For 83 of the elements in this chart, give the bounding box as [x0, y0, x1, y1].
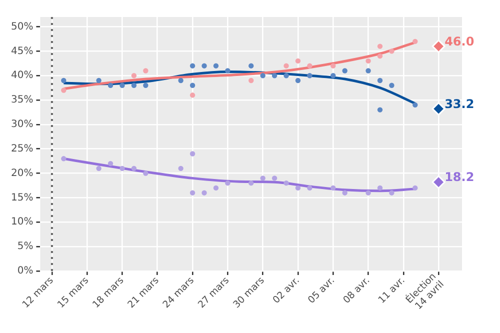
data-label: 46.0: [444, 34, 474, 48]
point: [61, 88, 66, 93]
point: [248, 63, 254, 68]
data-label: 33.2: [444, 96, 474, 111]
y-tick-label: 40%: [10, 70, 34, 82]
y-tick-label: 30%: [10, 119, 34, 130]
point: [96, 166, 102, 172]
point: [295, 78, 301, 84]
point: [366, 190, 371, 196]
point: [284, 63, 289, 68]
y-tick-label: 5%: [17, 241, 34, 252]
y-tick-label: 35%: [10, 94, 34, 106]
point: [108, 160, 114, 166]
point: [330, 73, 336, 78]
point: [190, 63, 196, 68]
point: [389, 82, 394, 88]
point: [432, 175, 446, 189]
point: [202, 63, 207, 68]
point: [412, 102, 418, 108]
y-tick-label: 50%: [10, 21, 34, 32]
point: [120, 166, 125, 172]
point: [377, 44, 383, 49]
point: [307, 63, 312, 68]
x-tick-label: 05 avr.: [306, 275, 337, 306]
point: [131, 166, 137, 172]
point: [131, 82, 137, 88]
point: [432, 102, 446, 116]
y-tick-label: 25%: [10, 143, 34, 154]
point: [143, 170, 148, 176]
x-tick-label: 02 avr.: [271, 275, 302, 306]
point: [366, 58, 371, 64]
point: [96, 78, 102, 84]
point: [377, 78, 383, 84]
point: [213, 63, 219, 68]
point: [284, 73, 289, 78]
point: [307, 185, 312, 191]
point: [260, 176, 266, 181]
point: [330, 185, 336, 191]
point: [377, 185, 383, 191]
point: [190, 82, 196, 88]
point: [295, 58, 301, 64]
point: [143, 82, 148, 88]
point: [295, 185, 301, 191]
x-tick-label: 08 avr.: [341, 275, 372, 306]
point: [108, 82, 114, 88]
point: [307, 73, 312, 78]
point: [342, 190, 348, 196]
point: [190, 190, 196, 196]
point: [389, 48, 394, 54]
point: [260, 73, 266, 78]
point: [272, 73, 278, 78]
point: [248, 180, 254, 186]
point: [61, 156, 66, 162]
point: [61, 78, 66, 84]
point: [330, 63, 336, 68]
y-tick-label: 20%: [10, 168, 34, 179]
y-tick-label: 10%: [10, 216, 34, 228]
point: [120, 82, 125, 88]
point: [143, 68, 148, 74]
y-tick-label: 15%: [10, 192, 34, 204]
point: [225, 68, 230, 74]
point: [342, 68, 348, 74]
point: [178, 78, 184, 84]
point: [389, 190, 394, 196]
point: [412, 185, 418, 191]
point: [284, 180, 289, 186]
point: [272, 176, 278, 181]
point: [377, 107, 383, 112]
y-tick-label: 0%: [17, 266, 34, 277]
y-tick-label: 45%: [10, 46, 34, 57]
point: [412, 38, 418, 44]
point: [213, 185, 219, 191]
point: [190, 151, 196, 156]
data-label: 18.2: [444, 170, 474, 184]
point: [377, 53, 383, 59]
point: [190, 92, 196, 98]
point: [178, 166, 184, 172]
point: [225, 180, 230, 186]
point: [248, 78, 254, 84]
point: [202, 190, 207, 196]
point: [131, 73, 137, 78]
point: [366, 68, 371, 74]
point: [432, 40, 446, 54]
